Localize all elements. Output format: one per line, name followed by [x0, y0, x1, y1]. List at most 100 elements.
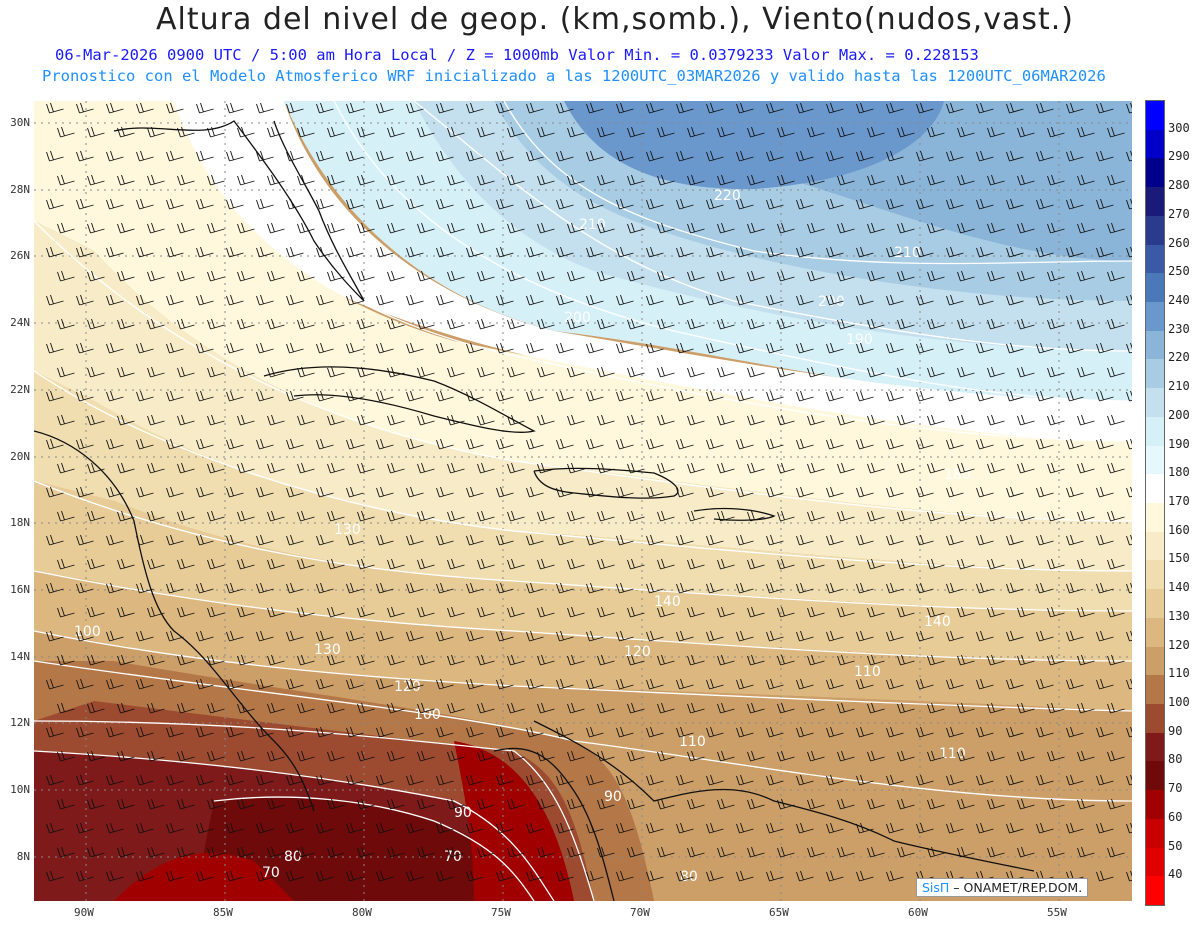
wind-barb: [987, 414, 1005, 426]
wind-barb: [946, 726, 964, 738]
wind-barb: [777, 462, 795, 474]
wind-barb: [657, 702, 675, 714]
lat-label: 14N: [10, 650, 30, 663]
wind-barb: [717, 606, 735, 618]
wind-barb: [1107, 414, 1125, 426]
wind-barb: [387, 654, 405, 666]
wind-barb: [807, 654, 825, 666]
wind-barb: [436, 630, 454, 642]
wind-barb: [106, 822, 124, 834]
wind-barb: [1066, 294, 1084, 306]
wind-barb: [166, 870, 184, 882]
wind-barb: [417, 270, 435, 282]
wind-barb: [706, 390, 724, 402]
wind-barb: [267, 846, 285, 858]
wind-barb: [946, 342, 964, 354]
wind-barb: [1066, 438, 1084, 450]
wind-barb: [867, 462, 885, 474]
wind-barb: [526, 726, 544, 738]
wind-barb: [267, 798, 285, 810]
wind-barb: [136, 774, 154, 786]
wind-barb: [76, 342, 94, 354]
wind-barb: [736, 870, 754, 882]
wind-barb: [867, 846, 885, 858]
legend-level-label: 280: [1168, 178, 1190, 193]
wind-barb: [867, 702, 885, 714]
wind-barb: [687, 270, 705, 282]
wind-barb: [1096, 246, 1114, 258]
wind-barb: [46, 582, 64, 594]
wind-barb: [856, 486, 874, 498]
wind-barb: [417, 174, 435, 186]
wind-barb: [537, 318, 555, 330]
wind-barb: [406, 486, 424, 498]
wind-barb: [436, 726, 454, 738]
wind-barb: [826, 582, 844, 594]
wind-barb: [597, 558, 615, 570]
wind-barb: [117, 270, 135, 282]
wind-barb: [556, 582, 574, 594]
wind-barb: [286, 150, 304, 162]
wind-barb: [507, 270, 525, 282]
wind-barb: [946, 630, 964, 642]
wind-barb: [627, 846, 645, 858]
wind-barb: [387, 270, 405, 282]
wind-barb: [417, 126, 435, 138]
wind-barb: [957, 222, 975, 234]
wind-barb: [777, 654, 795, 666]
wind-barb: [826, 342, 844, 354]
wind-barb: [436, 870, 454, 882]
coastline-4: [34, 430, 315, 812]
wind-barb: [837, 750, 855, 762]
wind-barb: [807, 606, 825, 618]
wind-barb: [657, 270, 675, 282]
wind-barb: [166, 822, 184, 834]
wind-barb: [207, 174, 225, 186]
contour-label: 140: [654, 594, 681, 610]
wind-barb: [537, 846, 555, 858]
wind-barb: [376, 870, 394, 882]
wind-barb: [747, 750, 765, 762]
wind-barb: [496, 774, 514, 786]
wind-barb: [946, 678, 964, 690]
wind-barb: [57, 702, 75, 714]
wind-barb: [357, 702, 375, 714]
wind-barb: [987, 558, 1005, 570]
wind-barb: [987, 606, 1005, 618]
wind-barb: [567, 222, 585, 234]
wind-barb: [1066, 246, 1084, 258]
wind-barb: [1047, 318, 1065, 330]
wind-barb: [1006, 486, 1024, 498]
wind-barb: [106, 102, 124, 114]
wind-barb: [1006, 294, 1024, 306]
wind-barb: [837, 126, 855, 138]
contour-label: 180: [944, 467, 971, 483]
wind-barb: [766, 726, 784, 738]
wind-barb: [57, 222, 75, 234]
wind-barb: [796, 150, 814, 162]
wind-barb: [357, 558, 375, 570]
wind-barb: [856, 246, 874, 258]
wind-barb: [196, 582, 214, 594]
wind-barb: [237, 750, 255, 762]
wind-barb: [717, 654, 735, 666]
wind-barb: [946, 294, 964, 306]
wind-barb: [207, 366, 225, 378]
wind-barb: [976, 342, 994, 354]
wind-barb: [1047, 174, 1065, 186]
wind-barb: [646, 150, 664, 162]
legend-swatch: [1146, 129, 1164, 159]
wind-barb: [297, 366, 315, 378]
coastline-6: [493, 747, 615, 901]
lon-label: 90W: [74, 906, 94, 919]
wind-barb: [957, 654, 975, 666]
wind-barb: [256, 150, 274, 162]
wind-barb: [897, 750, 915, 762]
wind-barb: [57, 462, 75, 474]
wind-barb: [316, 390, 334, 402]
wind-barb: [777, 414, 795, 426]
wind-barb: [526, 102, 544, 114]
wind-barb: [567, 846, 585, 858]
map-panel[interactable]: 220 210 210 200 190 200 180 130 140 140 130 120 110 1…: [34, 101, 1132, 901]
